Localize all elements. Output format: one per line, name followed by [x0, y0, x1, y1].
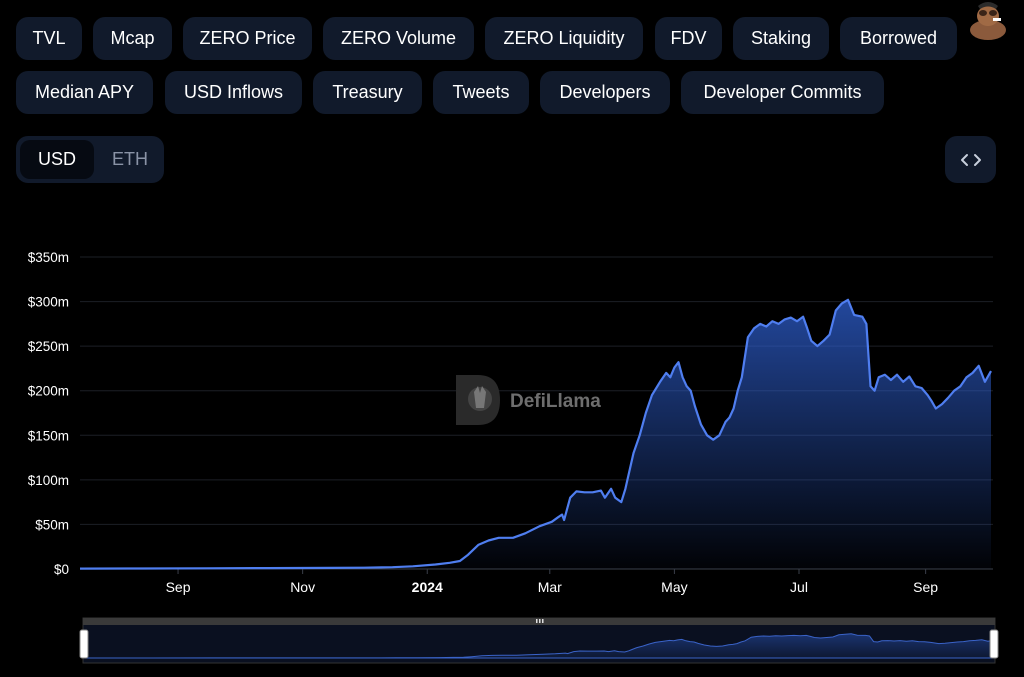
llama-avatar[interactable]: [966, 0, 1010, 44]
tab-developer-commits[interactable]: Developer Commits: [681, 71, 884, 114]
range-navigator[interactable]: [79, 617, 999, 664]
tab-tweets[interactable]: Tweets: [433, 71, 529, 114]
defillama-watermark: DefiLlama: [456, 375, 601, 425]
y-axis: $0 $50m $100m $150m $200m $250m $300m $350m: [28, 250, 69, 577]
y-tick-label: $250m: [28, 339, 69, 354]
y-tick-label: $300m: [28, 295, 69, 310]
currency-option-usd[interactable]: USD: [20, 140, 94, 179]
tab-zero-volume[interactable]: ZERO Volume: [323, 17, 474, 60]
tab-mcap[interactable]: Mcap: [93, 17, 172, 60]
tab-treasury[interactable]: Treasury: [313, 71, 422, 114]
x-tick-label: Nov: [290, 579, 315, 595]
watermark-text: DefiLlama: [510, 391, 601, 412]
tab-zero-liquidity[interactable]: ZERO Liquidity: [485, 17, 643, 60]
y-tick-label: $50m: [35, 517, 69, 532]
tab-usd-inflows[interactable]: USD Inflows: [165, 71, 302, 114]
x-tick-label: Mar: [538, 579, 562, 595]
x-tick-label: May: [661, 579, 687, 595]
currency-option-eth[interactable]: ETH: [112, 149, 148, 169]
y-tick-label: $150m: [28, 428, 69, 443]
tab-median-apy[interactable]: Median APY: [16, 71, 153, 114]
tab-tvl[interactable]: TVL: [16, 17, 82, 60]
x-tick-label: 2024: [412, 579, 443, 595]
code-brackets-icon: [960, 153, 981, 166]
tab-staking[interactable]: Staking: [733, 17, 829, 60]
llama-mascot-icon: [970, 2, 1006, 40]
y-tick-label: $0: [54, 562, 69, 577]
tvl-series-area: [80, 299, 991, 569]
x-axis: Sep Nov 2024 Mar May Jul Sep: [166, 569, 938, 595]
y-tick-label: $100m: [28, 473, 69, 488]
navigator-series-area: [84, 633, 995, 659]
embed-code-button[interactable]: [945, 136, 996, 183]
navigator-handle-left[interactable]: [79, 629, 89, 659]
y-tick-label: $200m: [28, 384, 69, 399]
tab-zero-price[interactable]: ZERO Price: [183, 17, 312, 60]
currency-toggle: USD ETH: [16, 136, 164, 183]
navigator-grip-icon: [536, 619, 544, 623]
tab-fdv[interactable]: FDV: [655, 17, 722, 60]
tvl-series-line: [79, 298, 992, 570]
y-tick-label: $350m: [28, 250, 69, 265]
x-tick-label: Sep: [166, 579, 191, 595]
x-tick-label: Sep: [913, 579, 938, 595]
defillama-logo-icon: [456, 375, 500, 425]
x-tick-label: Jul: [790, 579, 808, 595]
tab-developers[interactable]: Developers: [540, 71, 670, 114]
navigator-handle-right[interactable]: [989, 629, 999, 659]
tab-borrowed[interactable]: Borrowed: [840, 17, 957, 60]
